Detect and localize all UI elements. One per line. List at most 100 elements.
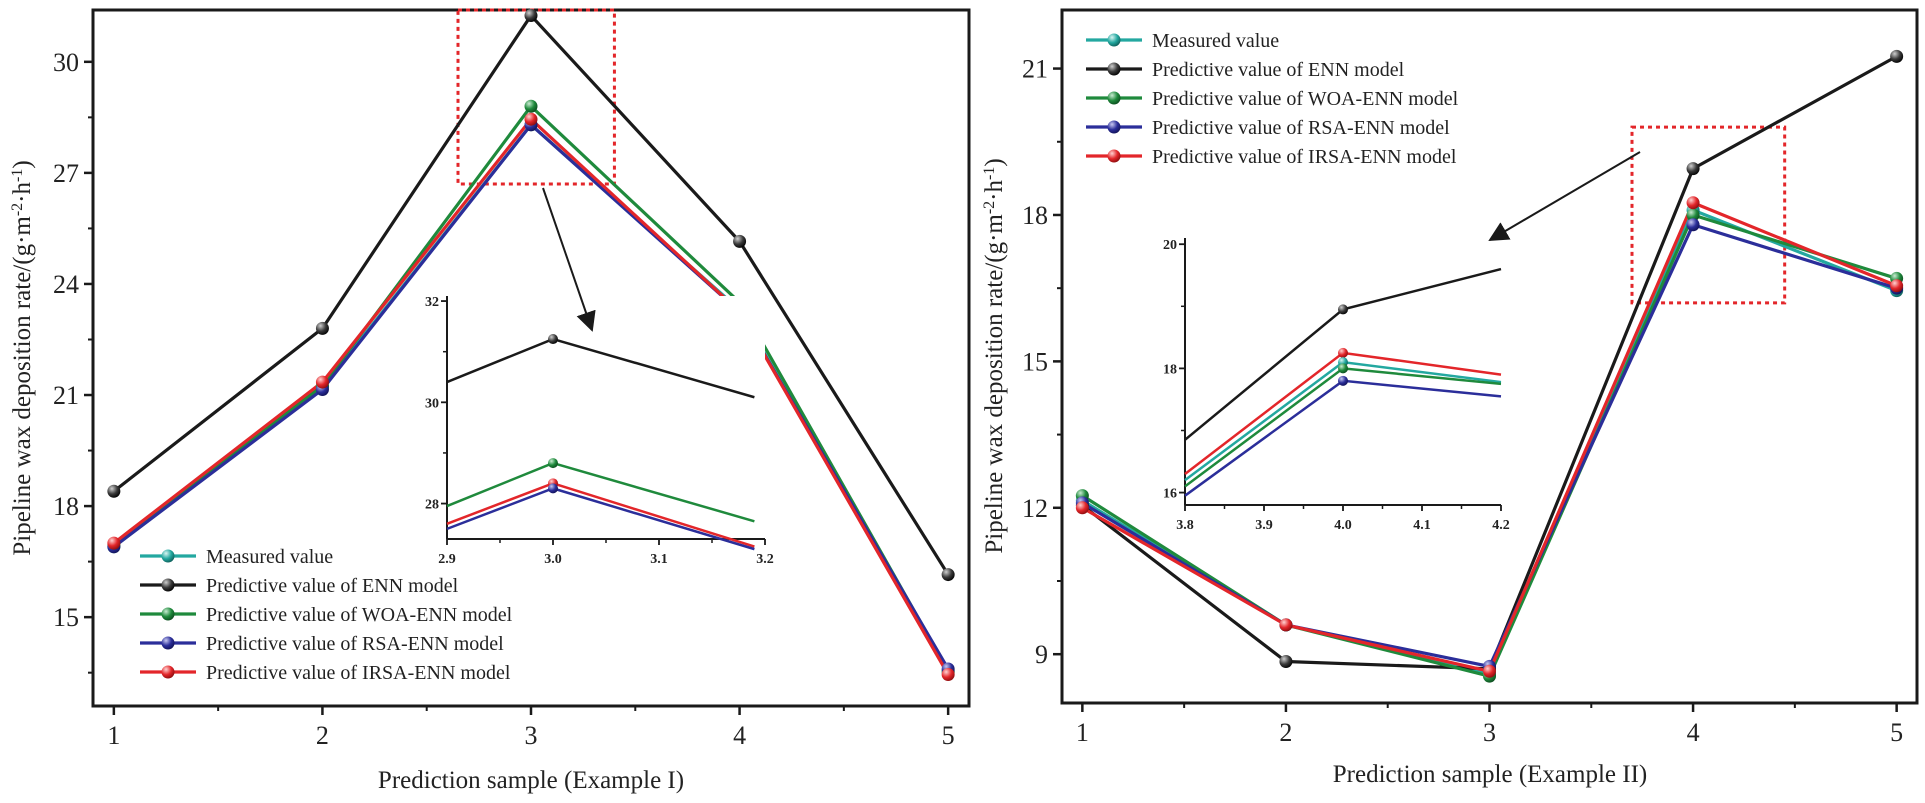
chart-2-zoom-arrow [1488,151,1641,242]
chart-1-zoom-region [456,8,616,186]
c2-legend-marker-irsa [1107,149,1121,163]
chart-1-inset-frame [447,296,765,539]
c1-inset-point-woa [548,458,558,469]
c1-legend-label-woa: Predictive value of WOA-ENN model [206,604,513,626]
chart-2-y-axis-label: Pipeline wax deposition rate/(g·m-2·h-1) [981,158,1009,553]
c2-inset-point-woa [1338,363,1348,374]
c2-zoom-box [1630,125,1787,305]
c1-legend-label-irsa: Predictive value of IRSA-ENN model [206,662,511,684]
c2-y-tick-label-2: 12 [1022,494,1048,523]
c2-point-irsa-3 [1483,664,1496,678]
c1-inset-point-rsa [548,483,558,494]
c1-x-tick-label-1: 1 [107,721,120,750]
chart-1-y-label-part-3: ) [9,160,36,168]
chart-1-inset: 2.9 3.0 3.1 3.2 28 30 32 [425,295,774,567]
chart-example-1: 1 2 3 4 5 15 18 21 24 27 30 Prediction sample (Exa… [9,8,971,794]
c2-point-irsa-4 [1686,196,1700,210]
c1-point-irsa-5 [941,668,955,682]
c2-point-irsa-2 [1279,618,1293,632]
c2-x-tick-label-3: 3 [1483,718,1496,747]
chart-1-y-label-part-1: Pipeline wax deposition rate/(g·m [9,216,36,556]
chart-1-y-label-part-2: ·h [9,181,36,202]
c2-legend-label-measured: Measured value [1152,30,1279,52]
c2-inset-x-tick-label-3: 4.0 [1334,518,1352,533]
c2-inset-y-tick-label-1: 16 [1163,487,1177,502]
c2-legend-label-enn: Predictive value of ENN model [1152,59,1405,81]
chart-2-series [1075,49,1904,683]
c2-point-irsa-1 [1075,501,1089,515]
c2-x-tick-label-1: 1 [1076,718,1089,747]
c1-y-tick-label-1: 15 [53,603,79,632]
chart-1-y-label-sup-2: -1 [9,169,26,182]
c2-legend-label-irsa: Predictive value of IRSA-ENN model [1152,146,1457,168]
c1-legend-marker-woa [161,607,175,621]
chart-1-inset-ticks: 2.9 3.0 3.1 3.2 28 30 32 [425,295,774,567]
c2-legend-label-rsa: Predictive value of RSA-ENN model [1152,117,1450,139]
c2-inset-point-enn [1338,304,1348,315]
c1-point-enn-3 [524,9,538,23]
c1-legend-marker-irsa [161,665,175,679]
c1-y-tick-label-3: 21 [53,381,79,410]
c1-inset-x-tick-label-4: 3.2 [756,552,774,567]
c2-inset-x-tick-label-1: 3.8 [1176,518,1194,533]
chart-2-y-label-part-2: ·h [981,179,1008,200]
chart-2-x-axis-label: Prediction sample (Example II) [1333,761,1647,788]
c2-x-tick-label-4: 4 [1687,718,1700,747]
c1-x-tick-label-4: 4 [733,721,746,750]
c2-y-tick-label-5: 21 [1022,55,1048,84]
c1-inset-point-enn [548,334,558,345]
c2-point-enn-5 [1890,49,1904,63]
chart-1-zoom-arrow [542,187,596,332]
c1-x-tick-label-5: 5 [942,721,955,750]
c1-inset-x-tick-label-3: 3.1 [650,552,668,567]
c1-point-enn-4 [733,234,747,248]
c2-legend-label-woa: Predictive value of WOA-ENN model [1152,88,1459,110]
chart-2-inset: 3.8 3.9 4.0 4.1 4.2 16 18 20 [1163,238,1510,533]
c2-inset-y-tick-label-3: 20 [1163,238,1177,253]
c1-point-enn-2 [315,321,329,335]
chart-2-legend: Measured value Predictive value of ENN mo… [1086,30,1459,168]
c2-y-tick-label-4: 18 [1022,201,1048,230]
c1-legend-marker-enn [161,578,175,592]
chart-2-y-label-part-3: ) [981,158,1008,166]
chart-2-inset-series [1184,267,1502,497]
c1-y-tick-label-4: 24 [53,270,79,299]
chart-2-y-label-part-1: Pipeline wax deposition rate/(g·m [981,214,1008,554]
c2-x-tick-label-5: 5 [1890,718,1903,747]
chart-1-x-axis-label: Prediction sample (Example I) [378,767,684,794]
c1-y-tick-label-5: 27 [53,159,79,188]
chart-2-y-label-sup-1: -2 [981,201,998,214]
c2-legend-marker-measured [1107,33,1121,47]
c2-point-irsa-5 [1890,279,1904,293]
c2-inset-point-irsa [1338,347,1348,358]
c2-point-woa-4 [1686,208,1700,222]
c2-legend-marker-enn [1107,62,1121,76]
c2-point-rsa-4 [1686,218,1700,232]
c2-inset-x-tick-label-4: 4.1 [1413,518,1431,533]
c1-legend-label-rsa: Predictive value of RSA-ENN model [206,633,504,655]
c1-y-tick-label-6: 30 [53,48,79,77]
c2-legend-marker-rsa [1107,120,1121,134]
chart-1-axis-ticks: 1 2 3 4 5 15 18 21 24 27 30 [53,48,955,750]
c1-point-irsa-2 [315,375,329,389]
c1-point-irsa-1 [107,536,121,550]
c2-y-tick-label-1: 9 [1035,640,1048,669]
chart-1-inset-series [446,334,755,551]
c2-inset-point-rsa [1338,375,1348,386]
c1-point-woa-3 [524,99,538,113]
c1-point-enn-5 [941,568,955,582]
c2-x-tick-label-2: 2 [1279,718,1292,747]
c1-y-tick-label-2: 18 [53,492,79,521]
c1-point-irsa-3 [524,112,538,126]
c1-inset-y-tick-label-2: 30 [425,396,439,411]
c2-y-tick-label-3: 15 [1022,347,1048,376]
c1-inset-x-tick-label-2: 3.0 [544,552,562,567]
c2-point-enn-2 [1279,655,1293,669]
c2-legend-marker-woa [1107,91,1121,105]
chart-1-y-label-sup-1: -2 [9,203,26,216]
chart-2-y-label-sup-2: -1 [981,167,998,180]
chart-1-legend: Measured value Predictive value of ENN mo… [140,546,513,684]
